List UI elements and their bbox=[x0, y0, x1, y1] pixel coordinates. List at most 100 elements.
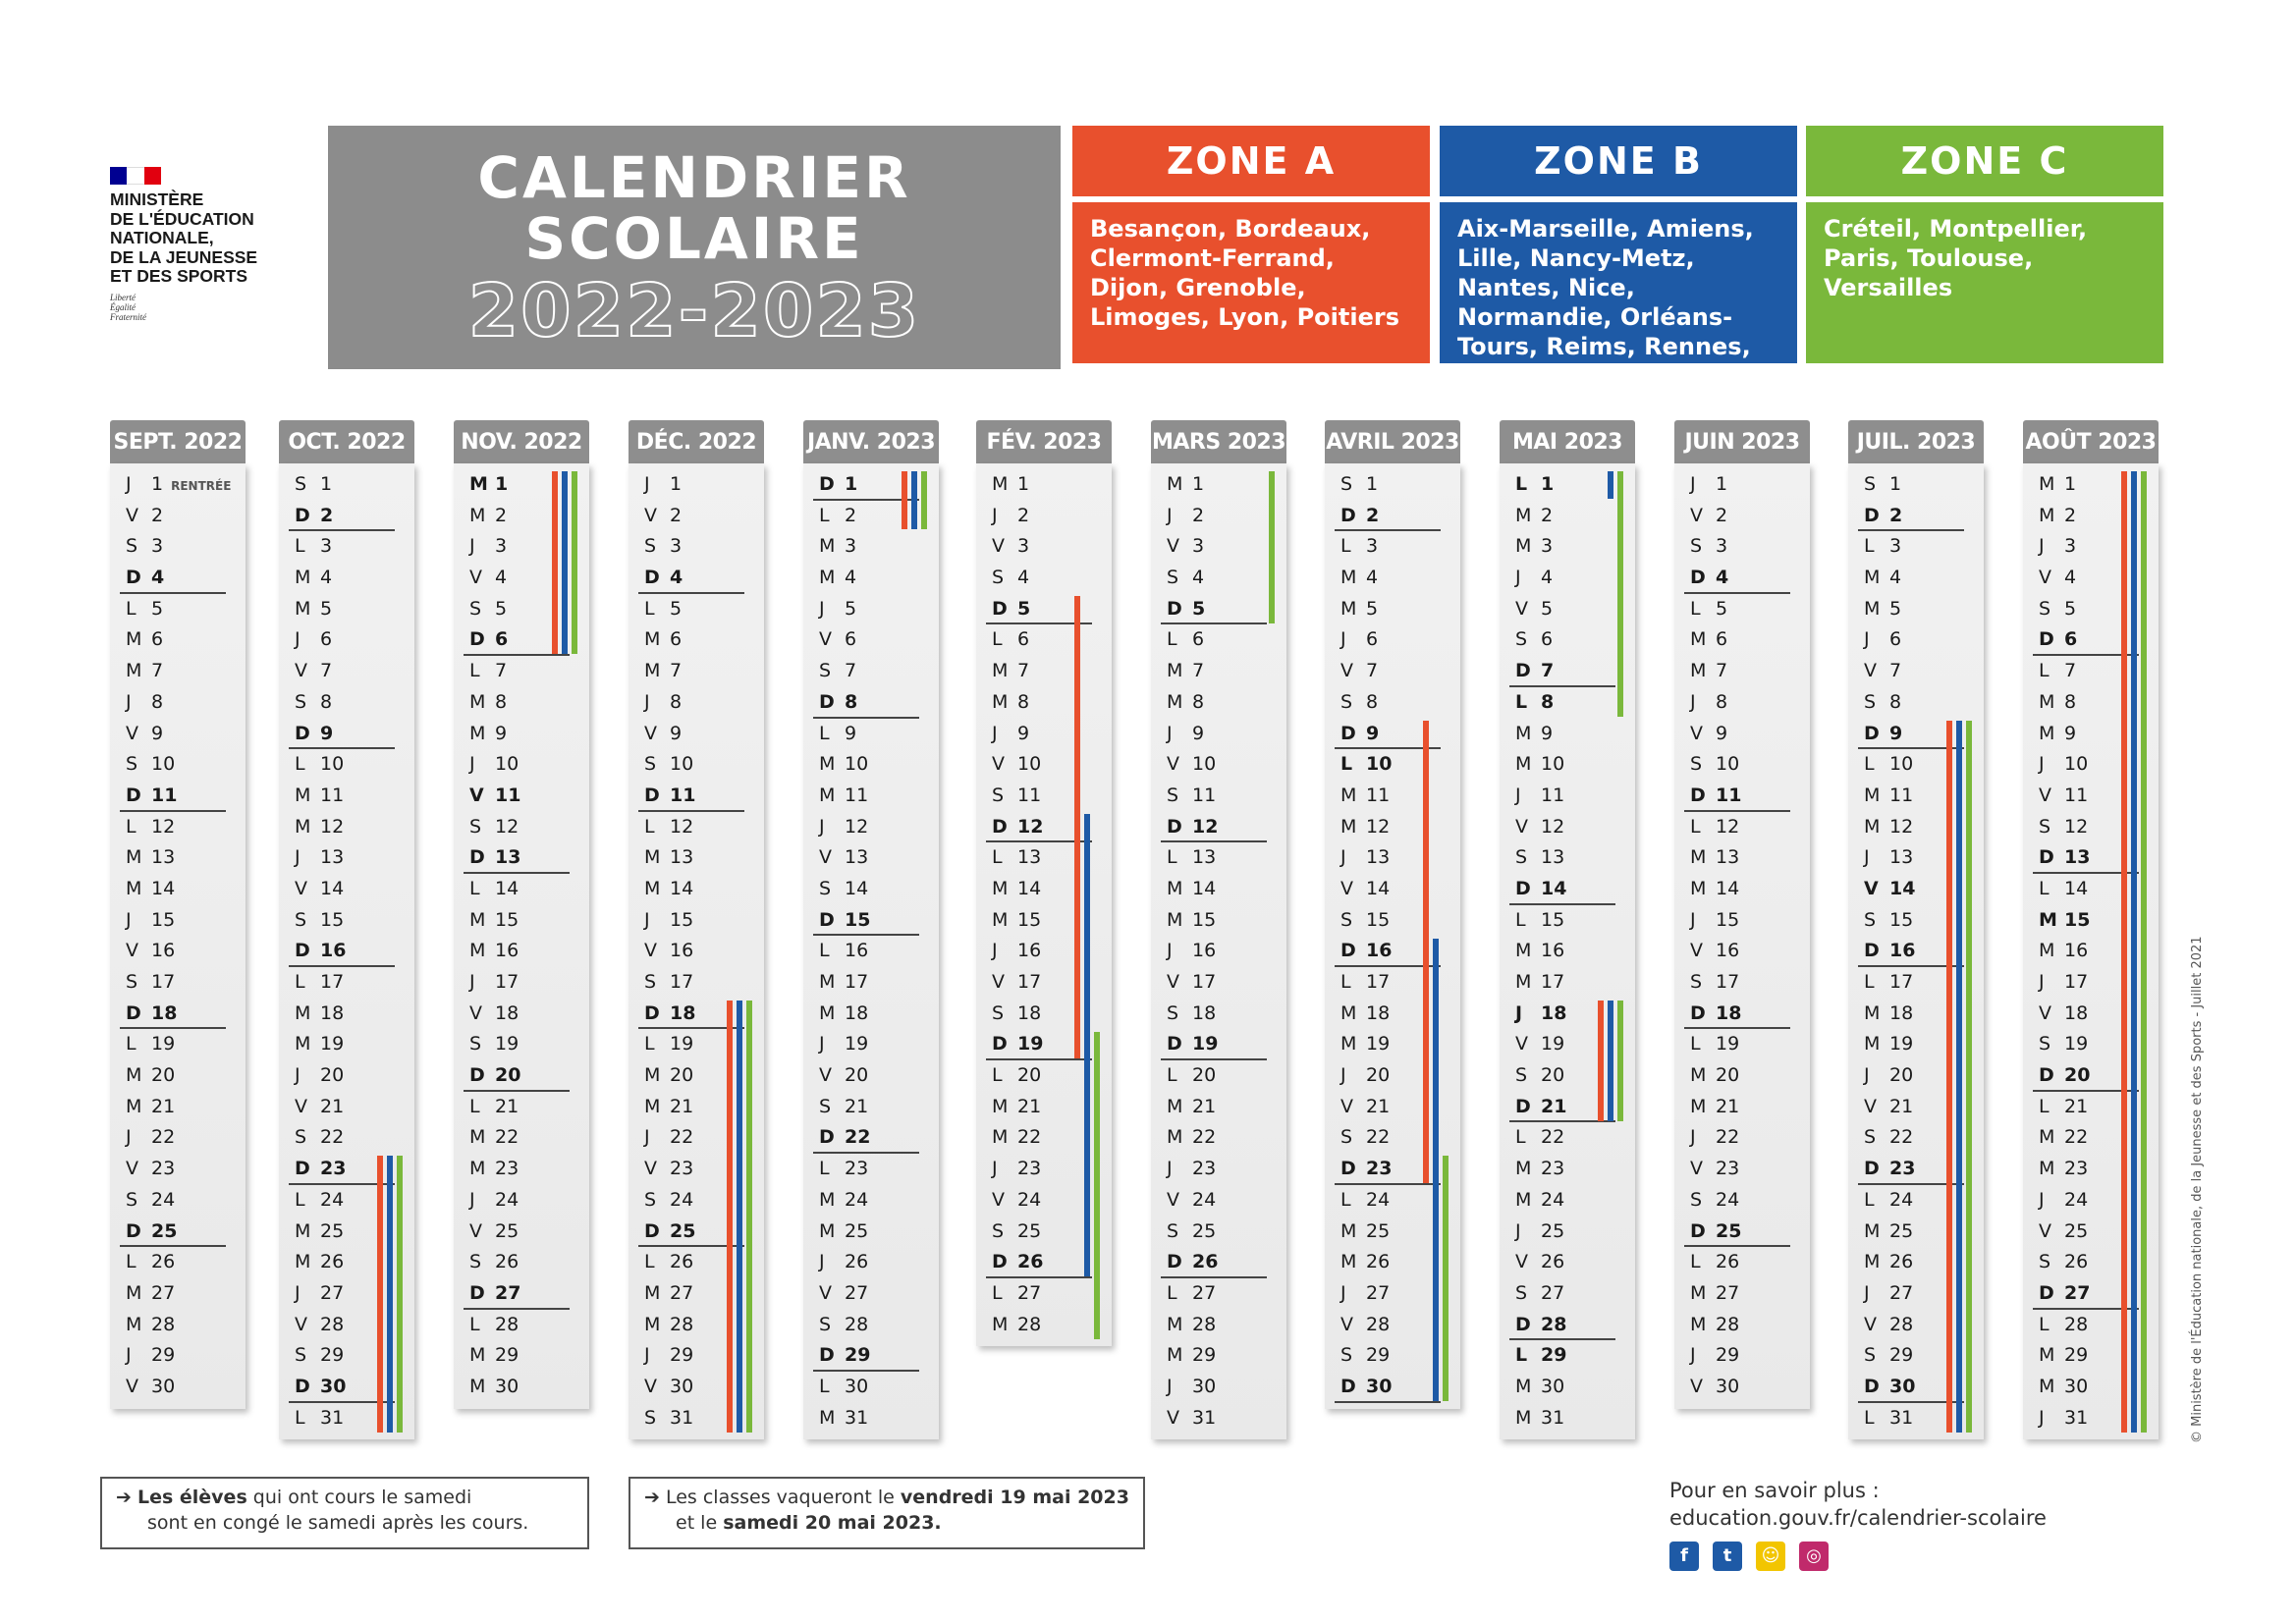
day-number: 30 bbox=[2064, 1375, 2089, 1397]
day-number: 7 bbox=[320, 660, 333, 682]
holiday-bar-zone-c bbox=[1269, 471, 1275, 623]
holiday-bar-zone-b bbox=[911, 471, 917, 530]
day-row: V 21 bbox=[279, 1092, 414, 1123]
day-row: M 20 bbox=[1674, 1060, 1810, 1092]
day-number: 23 bbox=[1541, 1158, 1565, 1180]
day-number: 20 bbox=[1366, 1064, 1391, 1087]
day-number: 29 bbox=[1366, 1344, 1391, 1367]
weekday-letter: V bbox=[2039, 567, 2051, 589]
day-number: 14 bbox=[1716, 877, 1740, 899]
day-row: V 14 bbox=[1325, 874, 1460, 905]
day-row: J 22 bbox=[110, 1122, 246, 1154]
day-number: 5 bbox=[1889, 597, 1902, 620]
day-row: L 24 bbox=[1848, 1185, 1984, 1217]
rentree-label: RENTRÉE bbox=[171, 479, 232, 493]
weekday-letter: L bbox=[1167, 1064, 1177, 1087]
weekday-letter: M bbox=[819, 1406, 836, 1429]
day-row: M 17 bbox=[803, 967, 939, 999]
day-row: S 22 bbox=[279, 1122, 414, 1154]
day-number: 2 bbox=[151, 504, 164, 526]
weekday-letter: J bbox=[2039, 1188, 2045, 1211]
day-row: M 25 bbox=[1325, 1217, 1460, 1248]
day-number: 2 bbox=[670, 504, 683, 526]
day-number: 28 bbox=[495, 1313, 519, 1335]
day-row: V 10 bbox=[976, 749, 1112, 781]
day-number: 7 bbox=[2064, 660, 2077, 682]
day-row: V 11 bbox=[2023, 781, 2159, 812]
weekday-letter: L bbox=[1864, 1188, 1875, 1211]
day-row: M 13 bbox=[1674, 842, 1810, 874]
weekday-letter: D bbox=[644, 1219, 660, 1242]
day-number: 7 bbox=[1017, 660, 1030, 682]
holiday-bar-zone-c bbox=[572, 471, 577, 655]
weekday-letter: S bbox=[469, 1251, 482, 1273]
day-number: 24 bbox=[2064, 1188, 2089, 1211]
weekday-letter: V bbox=[1167, 535, 1179, 558]
day-row: M 31 bbox=[1500, 1403, 1635, 1434]
weekday-letter: M bbox=[819, 1188, 836, 1211]
instagram-icon[interactable]: ◎ bbox=[1799, 1542, 1829, 1571]
day-number: 9 bbox=[1541, 722, 1554, 744]
weekday-letter: M bbox=[1167, 690, 1183, 713]
weekday-letter: L bbox=[2039, 660, 2050, 682]
day-number: 1 bbox=[1716, 473, 1728, 495]
month-days: J 1 RENTRÉE V 2 S 3 D 4 L 5 M 6 M 7 J 8 V 9 S 10 D 11 L 12 M 13 M 14… bbox=[110, 463, 246, 1409]
day-number: 7 bbox=[151, 660, 164, 682]
day-row: M 21 bbox=[629, 1092, 764, 1123]
day-number: 4 bbox=[670, 567, 683, 589]
day-row: M 14 bbox=[1151, 874, 1286, 905]
day-row: V 20 bbox=[803, 1060, 939, 1092]
day-row: M 13 bbox=[629, 842, 764, 874]
weekday-letter: M bbox=[819, 753, 836, 776]
day-number: 21 bbox=[320, 1095, 345, 1117]
weekday-letter: D bbox=[469, 1281, 485, 1304]
day-number: 13 bbox=[1541, 846, 1565, 869]
month-6: FÉV. 2023 M 1 J 2 V 3 S 4 D 5 L 6 M 7 M 8 J 9 V 10 S 11 D 12 L 13 M… bbox=[976, 420, 1112, 1347]
weekday-letter: V bbox=[295, 660, 307, 682]
day-number: 17 bbox=[2064, 971, 2089, 993]
twitter-icon[interactable]: t bbox=[1713, 1542, 1742, 1571]
day-row: M 12 bbox=[1325, 812, 1460, 843]
day-number: 26 bbox=[151, 1251, 176, 1273]
day-row: J 27 bbox=[1848, 1278, 1984, 1310]
weekday-letter: J bbox=[992, 722, 998, 744]
month-header: JUIN 2023 bbox=[1674, 420, 1810, 463]
day-row: M 18 bbox=[803, 999, 939, 1030]
weekday-letter: V bbox=[1167, 971, 1179, 993]
weekday-letter: L bbox=[1690, 1033, 1701, 1055]
month-2: OCT. 2022 S 1 D 2 L 3 M 4 M 5 J 6 V 7 S 8 D 9 L 10 M 11 M 12 J 13 V… bbox=[279, 420, 414, 1440]
weekday-letter: J bbox=[126, 1344, 132, 1367]
facebook-icon[interactable]: f bbox=[1669, 1542, 1699, 1571]
day-row: D 18 bbox=[629, 999, 764, 1030]
weekday-letter: J bbox=[295, 1064, 301, 1087]
zone-c-title: ZONE C bbox=[1806, 126, 2163, 196]
day-row: M 14 bbox=[629, 874, 764, 905]
month-7: MARS 2023 M 1 J 2 V 3 S 4 D 5 L 6 M 7 M 8 J 9 V 10 S 11 D 12 L 13 M… bbox=[1151, 420, 1286, 1440]
day-number: 30 bbox=[670, 1375, 694, 1397]
weekday-letter: J bbox=[1864, 1281, 1870, 1304]
snapchat-icon[interactable]: ☺ bbox=[1756, 1542, 1785, 1571]
day-number: 8 bbox=[1889, 690, 1902, 713]
day-number: 3 bbox=[1366, 535, 1379, 558]
weekday-letter: L bbox=[1515, 473, 1528, 495]
website-link[interactable]: education.gouv.fr/calendrier-scolaire bbox=[1669, 1506, 2047, 1530]
day-row: M 14 bbox=[976, 874, 1112, 905]
weekday-letter: M bbox=[2039, 1126, 2055, 1149]
weekday-letter: M bbox=[1515, 753, 1532, 776]
day-number: 24 bbox=[495, 1188, 519, 1211]
day-row: S 13 bbox=[1500, 842, 1635, 874]
weekday-letter: M bbox=[819, 1001, 836, 1024]
day-number: 10 bbox=[1889, 753, 1914, 776]
day-number: 26 bbox=[320, 1251, 345, 1273]
day-number: 20 bbox=[1017, 1064, 1042, 1087]
day-number: 19 bbox=[1541, 1033, 1565, 1055]
weekday-letter: D bbox=[992, 815, 1008, 838]
weekday-letter: V bbox=[1515, 815, 1528, 838]
day-number: 17 bbox=[495, 971, 519, 993]
day-number: 29 bbox=[845, 1344, 871, 1367]
